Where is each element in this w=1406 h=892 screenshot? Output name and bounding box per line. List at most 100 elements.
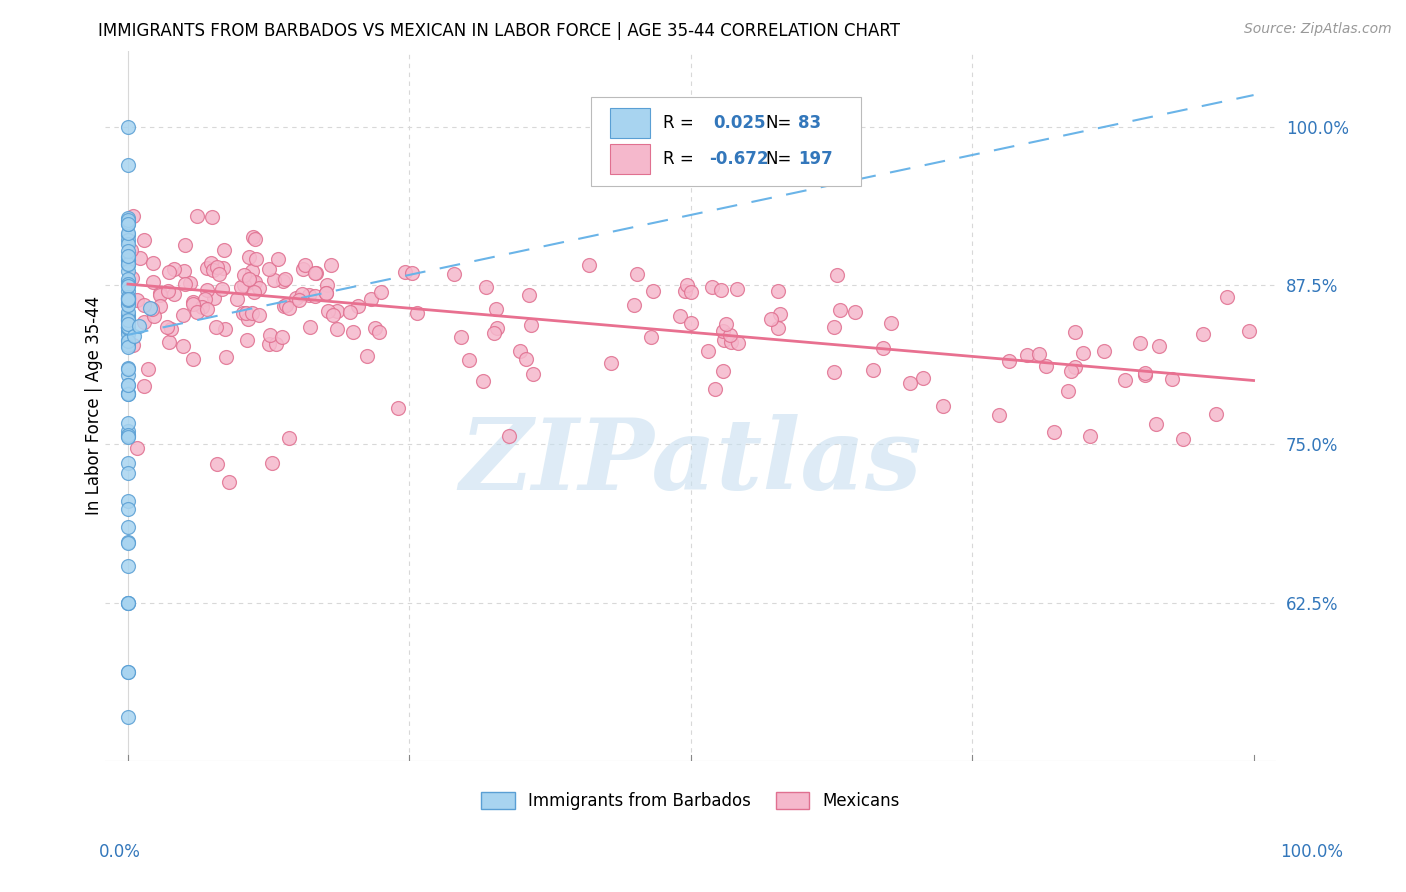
Point [117,362,139,376]
Point [117,466,139,480]
Point [1063,359,1085,374]
Point [716,317,738,331]
Legend: Immigrants from Barbados, Mexicans: Immigrants from Barbados, Mexicans [475,785,907,817]
Point [498,429,520,443]
Text: N=: N= [766,114,792,132]
Point [156,320,179,334]
Point [117,386,139,401]
Point [181,294,204,309]
Point [387,401,409,415]
Point [121,209,143,223]
Point [117,424,139,438]
Point [769,307,792,321]
Point [117,333,139,347]
Point [117,250,139,264]
Point [211,281,233,295]
Point [346,300,368,314]
Point [394,265,416,279]
Point [173,264,195,278]
Point [117,226,139,240]
Point [242,276,264,290]
Point [260,456,283,470]
Point [1161,372,1184,386]
Point [305,266,328,280]
Point [725,282,748,296]
Point [125,441,148,455]
Point [212,260,235,275]
Point [117,665,139,680]
Point [117,272,139,286]
Point [117,536,139,550]
Point [768,284,790,298]
Point [673,284,696,298]
Point [117,259,139,273]
Point [117,320,139,334]
Point [149,299,172,313]
Point [898,376,921,390]
Point [486,320,509,334]
Point [277,431,299,445]
Point [117,313,139,327]
Point [117,317,139,331]
Point [117,257,139,271]
Point [1028,347,1050,361]
Point [117,217,139,231]
Point [117,278,139,293]
Point [304,267,326,281]
Point [828,303,851,318]
Point [117,595,139,609]
Point [204,319,226,334]
Point [485,302,508,317]
Point [600,356,623,370]
Point [117,279,139,293]
Text: 0.025: 0.025 [713,114,765,132]
Point [364,321,387,335]
Point [134,297,156,311]
Point [117,295,139,310]
Point [139,301,162,315]
Text: R =: R = [662,150,693,168]
Point [879,316,901,330]
Point [128,318,150,333]
Point [117,338,139,352]
Point [117,308,139,322]
Text: ZIPatlas: ZIPatlas [460,415,922,511]
Point [284,291,307,305]
Point [681,285,703,299]
Point [299,320,322,334]
Point [201,263,224,277]
Point [322,309,344,323]
Point [259,327,281,342]
Point [117,274,139,288]
Point [117,313,139,327]
Point [1043,425,1066,439]
Point [214,321,236,335]
Point [242,230,264,244]
Point [263,273,285,287]
Point [120,244,142,258]
Point [117,211,139,225]
Point [117,320,139,334]
Point [117,244,139,258]
Point [988,409,1011,423]
Point [519,318,541,332]
Point [450,330,472,344]
Point [274,298,297,312]
Point [643,284,665,298]
Point [360,292,382,306]
Point [367,325,389,339]
Point [509,343,531,358]
Point [117,310,139,325]
Text: -0.672: -0.672 [710,150,769,168]
Point [912,371,935,385]
Point [141,301,163,316]
Point [142,256,165,270]
Point [117,292,139,306]
Point [117,277,139,291]
Point [298,287,321,301]
Point [257,262,280,277]
Point [623,298,645,312]
Point [1147,339,1170,353]
Point [1133,366,1156,380]
Point [117,292,139,306]
